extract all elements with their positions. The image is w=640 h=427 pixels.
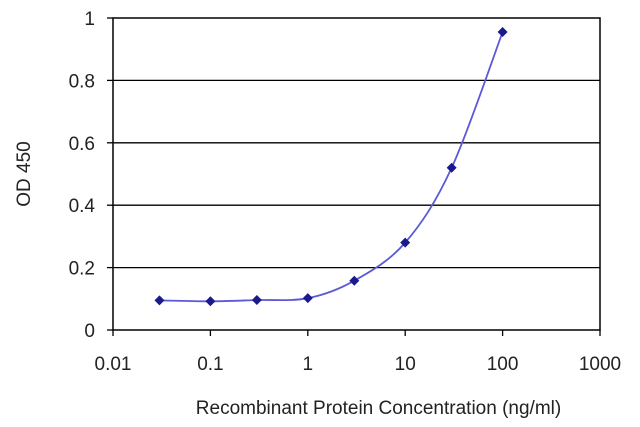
data-point-5 <box>400 237 411 248</box>
data-point-0 <box>154 295 165 306</box>
data-point-2 <box>251 295 262 306</box>
x-axis-ticks: 0.01 0.1 1 10 100 1000 <box>95 330 621 375</box>
x-axis-title: Recombinant Protein Concentration (ng/ml… <box>196 398 561 419</box>
data-point-7 <box>497 27 508 38</box>
data-point-6 <box>446 162 457 173</box>
x-tick-label-4: 100 <box>487 354 519 375</box>
y-tick-label-3: 0.6 <box>69 134 95 155</box>
x-tick-label-2: 1 <box>303 354 314 375</box>
y-axis-title: OD 450 <box>14 141 35 206</box>
x-tick-label-0: 0.01 <box>95 354 132 375</box>
grid-layer <box>113 79 600 269</box>
y-tick-label-2: 0.4 <box>69 196 96 217</box>
y-tick-label-4: 0.8 <box>69 71 95 92</box>
series-layer <box>154 27 508 307</box>
x-tick-label-5: 1000 <box>579 354 621 375</box>
y-tick-label-5: 1 <box>84 9 95 30</box>
y-tick-label-0: 0 <box>84 321 95 342</box>
data-point-4 <box>349 275 360 286</box>
y-tick-label-1: 0.2 <box>69 259 95 280</box>
data-point-3 <box>302 293 313 304</box>
x-tick-label-3: 10 <box>395 354 416 375</box>
plot-frame <box>112 17 601 331</box>
y-axis-ticks: 0 0.2 0.4 0.6 0.8 1 <box>69 9 113 342</box>
data-point-1 <box>205 296 216 307</box>
x-tick-label-1: 0.1 <box>197 354 223 375</box>
